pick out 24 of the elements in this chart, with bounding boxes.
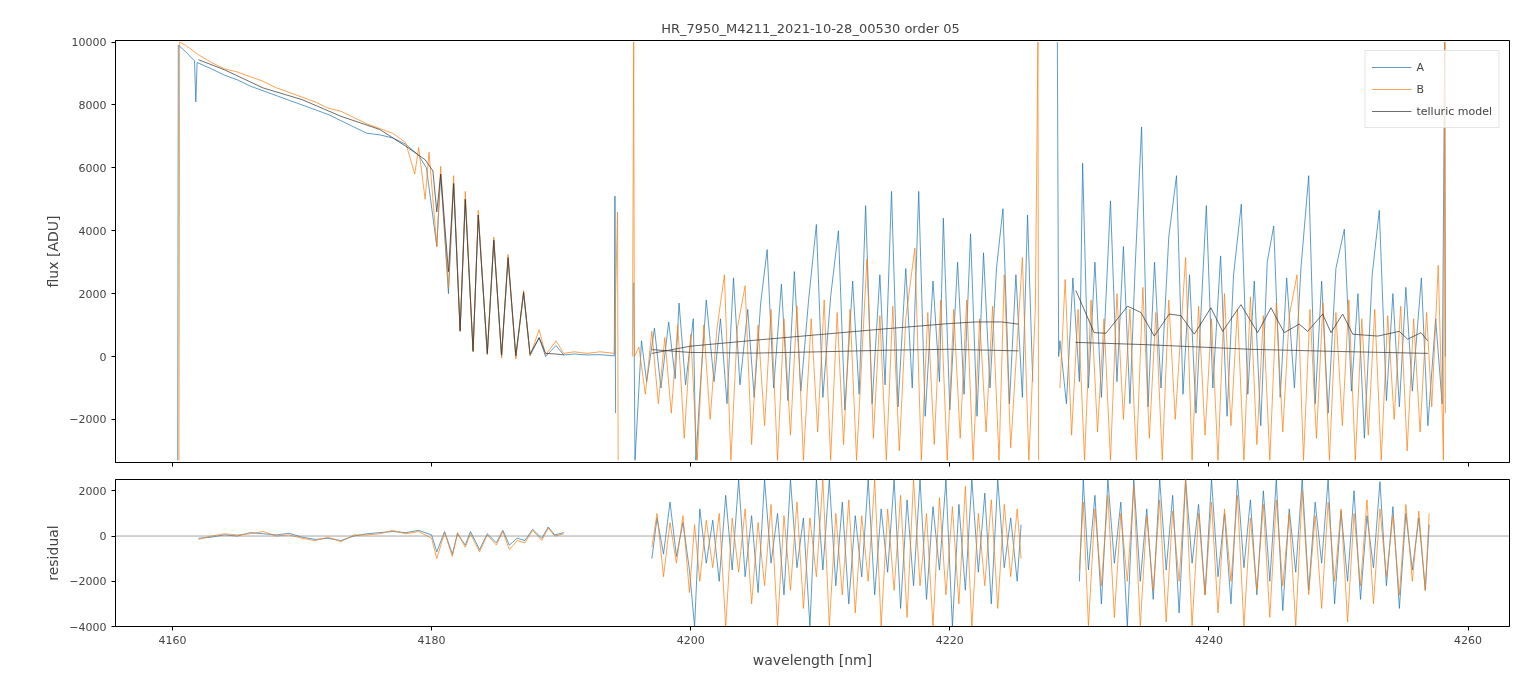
y-tick-label: 2000 <box>78 484 107 498</box>
x-tick-label: 4200 <box>676 633 705 647</box>
y-tick-label: −2000 <box>69 575 107 589</box>
x-tick-label: 4180 <box>417 633 446 647</box>
y-tick-label: 6000 <box>78 161 107 175</box>
y-tick-label: 10000 <box>71 36 107 50</box>
legend-label: B <box>1416 82 1425 96</box>
y-tick-label: −2000 <box>69 413 107 427</box>
chart-title: HR_7950_M4211_2021-10-28_00530 order 05 <box>661 20 960 36</box>
y-tick-label: 8000 <box>78 98 107 112</box>
y-tick-label: 0 <box>99 350 107 364</box>
x-axis-title: wavelength [nm] <box>752 651 873 668</box>
y-tick-label: 4000 <box>78 224 107 238</box>
legend-label: telluric model <box>1416 104 1492 118</box>
x-tick-label: 4260 <box>1454 633 1483 647</box>
x-tick-label: 4220 <box>935 633 964 647</box>
x-tick-label: 4240 <box>1194 633 1223 647</box>
legend-label: A <box>1416 60 1425 74</box>
y-tick-label: 0 <box>99 530 107 544</box>
y-tick-label: −4000 <box>69 620 107 634</box>
y-axis-title: flux [ADU] <box>45 215 62 288</box>
x-tick-label: 4160 <box>158 633 187 647</box>
y-axis-title: residual <box>45 525 62 581</box>
y-tick-label: 2000 <box>78 287 107 301</box>
